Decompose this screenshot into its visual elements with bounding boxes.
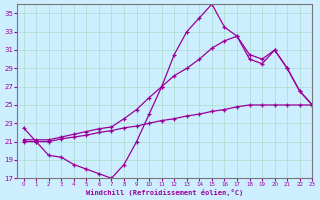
X-axis label: Windchill (Refroidissement éolien,°C): Windchill (Refroidissement éolien,°C) <box>86 189 244 196</box>
